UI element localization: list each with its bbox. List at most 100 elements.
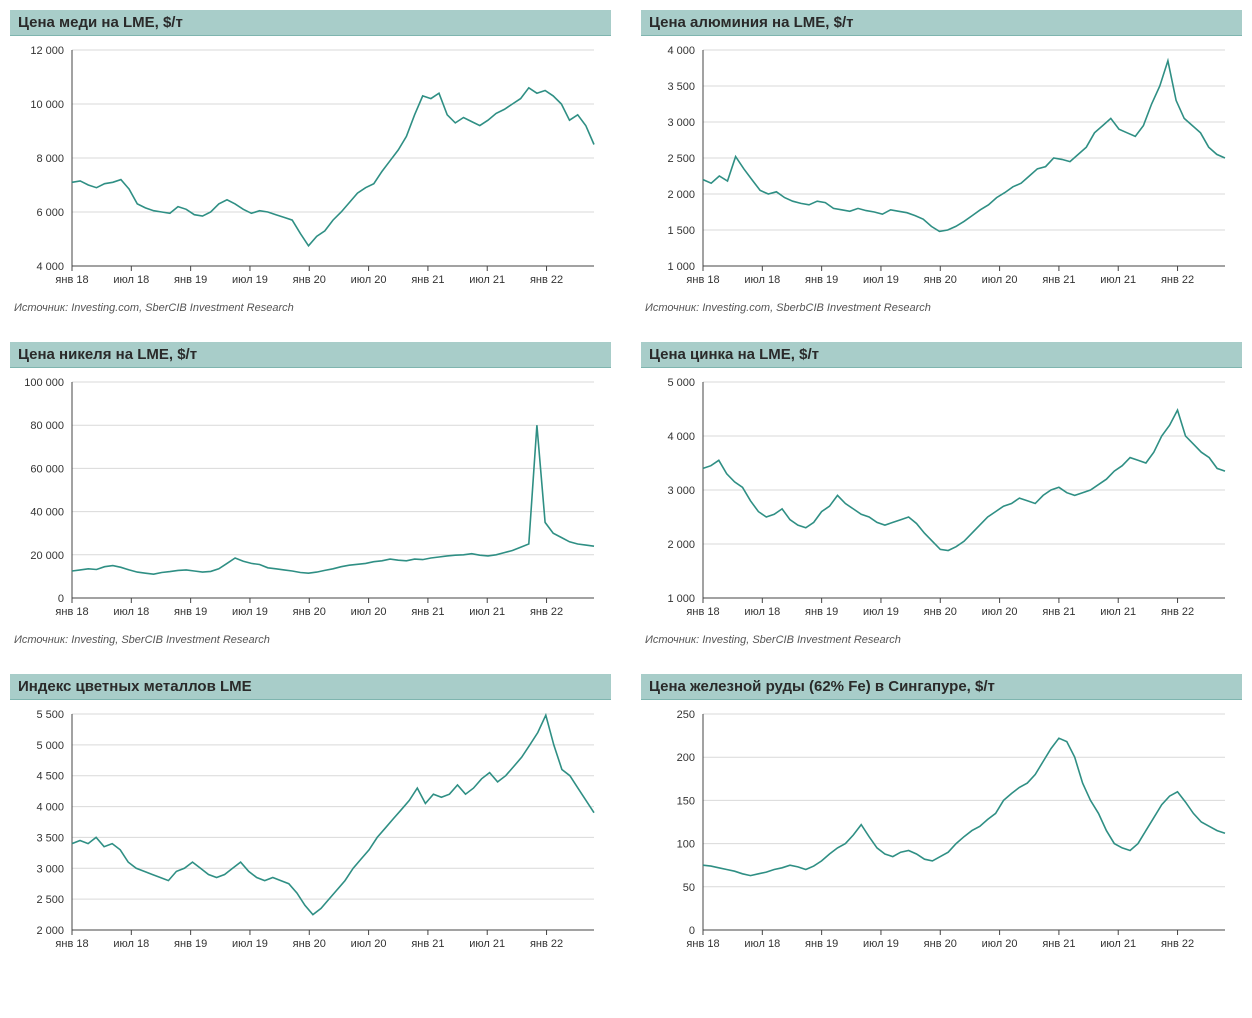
data-line [703,410,1225,550]
chart-title: Цена цинка на LME, $/т [641,342,1242,368]
chart-title: Цена железной руды (62% Fe) в Сингапуре,… [641,674,1242,700]
y-tick-label: 0 [58,593,64,605]
y-tick-label: 2 000 [667,189,695,201]
x-tick-label: июл 19 [232,606,268,618]
y-tick-label: 2 500 [36,894,64,906]
x-tick-label: июл 18 [113,938,149,950]
chart-title: Индекс цветных металлов LME [10,674,611,700]
chart-panel: Цена никеля на LME, $/т020 00040 00060 0… [10,342,611,646]
y-tick-label: 10 000 [30,99,64,111]
x-tick-label: янв 19 [805,606,838,618]
chart-wrap: 020 00040 00060 00080 000100 000янв 18ию… [10,368,611,628]
chart-source: Источник: Investing.com, SberCIB Investm… [10,302,611,314]
x-tick-label: янв 22 [530,606,563,618]
chart-panel: Цена железной руды (62% Fe) в Сингапуре,… [641,674,1242,960]
y-tick-label: 2 000 [667,539,695,551]
chart-svg: 020 00040 00060 00080 000100 000янв 18ию… [10,368,606,628]
y-tick-label: 4 000 [667,45,695,57]
chart-svg: 1 000 1 500 2 000 2 500 3 000 3 500 4 000 янв 1… [641,36,1237,296]
x-tick-label: янв 21 [411,606,444,618]
y-tick-label: 3 500 [36,832,64,844]
y-tick-label: 1 500 [667,225,695,237]
chart-panel: Индекс цветных металлов LME 2 000 2 500 3 0… [10,674,611,960]
x-tick-label: янв 19 [174,606,207,618]
x-tick-label: янв 19 [805,938,838,950]
y-tick-label: 80 000 [30,420,64,432]
y-tick-label: 3 000 [667,117,695,129]
chart-source: Источник: Investing, SberCIB Investment … [641,634,1242,646]
x-tick-label: янв 21 [1042,938,1075,950]
x-tick-label: июл 20 [982,606,1018,618]
x-tick-label: янв 20 [924,938,957,950]
chart-wrap: 1 0002 0003 0004 0005 000янв 18июл 18янв… [641,368,1242,628]
chart-panel: Цена меди на LME, $/т4 0006 0008 00010 0… [10,10,611,314]
chart-svg: 050100150200250янв 18июл 18янв 19июл 19я… [641,700,1237,960]
x-tick-label: июл 21 [469,938,505,950]
y-tick-label: 3 000 [667,485,695,497]
x-tick-label: июл 18 [744,606,780,618]
y-tick-label: 4 000 [36,802,64,814]
x-tick-label: июл 18 [113,606,149,618]
chart-grid: Цена меди на LME, $/т4 0006 0008 00010 0… [10,10,1242,960]
x-tick-label: янв 18 [686,938,719,950]
x-tick-label: июл 19 [232,274,268,286]
x-tick-label: янв 21 [411,274,444,286]
x-tick-label: июл 19 [863,606,899,618]
y-tick-label: 60 000 [30,463,64,475]
x-tick-label: янв 20 [293,606,326,618]
y-tick-label: 250 [677,709,695,721]
x-tick-label: янв 18 [55,274,88,286]
y-tick-label: 2 500 [667,153,695,165]
y-tick-label: 3 500 [667,81,695,93]
chart-svg: 2 0002 5003 0003 5004 0004 5005 0005 500… [10,700,606,960]
x-tick-label: янв 20 [293,274,326,286]
x-tick-label: июл 20 [351,274,387,286]
y-tick-label: 3 000 [36,863,64,875]
x-tick-label: янв 20 [924,606,957,618]
x-tick-label: янв 18 [55,938,88,950]
x-tick-label: янв 22 [1161,606,1194,618]
x-tick-label: янв 22 [1161,274,1194,286]
x-tick-label: июл 19 [863,274,899,286]
x-tick-label: июл 21 [1100,606,1136,618]
y-tick-label: 4 000 [36,261,64,273]
chart-wrap: 2 0002 5003 0003 5004 0004 5005 0005 500… [10,700,611,960]
x-tick-label: июл 19 [863,938,899,950]
x-tick-label: июл 20 [982,274,1018,286]
y-tick-label: 20 000 [30,550,64,562]
chart-panel: Цена алюминия на LME, $/т1 0001 5002 000… [641,10,1242,314]
y-tick-label: 5 500 [36,709,64,721]
x-tick-label: июл 20 [351,606,387,618]
x-tick-label: янв 22 [530,938,563,950]
y-tick-label: 50 [683,882,695,894]
x-tick-label: июл 21 [469,274,505,286]
y-tick-label: 150 [677,795,695,807]
x-tick-label: июл 21 [469,606,505,618]
x-tick-label: июл 19 [232,938,268,950]
x-tick-label: янв 20 [924,274,957,286]
chart-svg: 1 0002 0003 0004 0005 000янв 18июл 18янв… [641,368,1237,628]
x-tick-label: янв 18 [686,606,719,618]
y-tick-label: 5 000 [36,740,64,752]
data-line [72,88,594,246]
x-tick-label: июл 21 [1100,938,1136,950]
y-tick-label: 0 [689,925,695,937]
y-tick-label: 2 000 [36,925,64,937]
x-tick-label: янв 21 [1042,606,1075,618]
chart-panel: Цена цинка на LME, $/т1 0002 0003 0004 0… [641,342,1242,646]
y-tick-label: 6 000 [36,207,64,219]
x-tick-label: янв 18 [686,274,719,286]
x-tick-label: июл 18 [113,274,149,286]
x-tick-label: июл 20 [982,938,1018,950]
chart-title: Цена меди на LME, $/т [10,10,611,36]
chart-source: Источник: Investing, SberCIB Investment … [10,634,611,646]
x-tick-label: янв 19 [174,274,207,286]
x-tick-label: янв 22 [1161,938,1194,950]
y-tick-label: 100 000 [24,377,64,389]
x-tick-label: янв 20 [293,938,326,950]
chart-title: Цена никеля на LME, $/т [10,342,611,368]
x-tick-label: июл 18 [744,274,780,286]
y-tick-label: 1 000 [667,261,695,273]
x-tick-label: янв 19 [805,274,838,286]
x-tick-label: июл 18 [744,938,780,950]
